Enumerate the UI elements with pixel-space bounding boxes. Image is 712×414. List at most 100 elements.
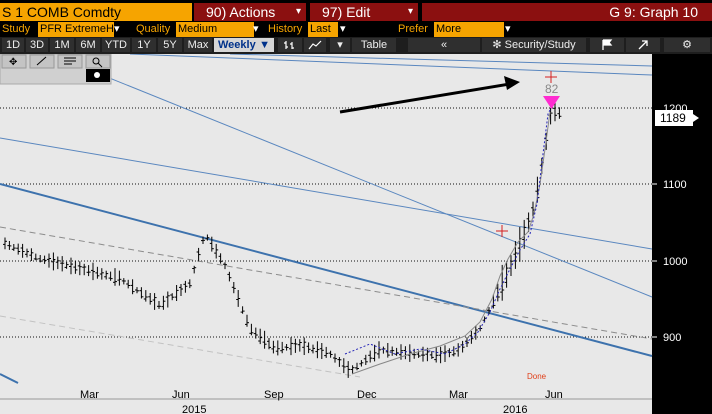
- exhaustion-marker-icon: [496, 225, 508, 237]
- quality-label: Quality: [136, 23, 171, 35]
- month-label: Sep: [264, 389, 284, 401]
- security-study-label: Security/Study: [504, 39, 576, 51]
- table-button[interactable]: Table: [352, 38, 396, 52]
- trendline: [0, 373, 19, 384]
- month-label: Dec: [357, 389, 377, 401]
- horizontal-gridlines: [0, 107, 652, 338]
- price-chart[interactable]: 82 Done 1200 1100 1000 900 1189 Mar Jun …: [0, 54, 712, 414]
- count-label: 82: [545, 82, 559, 96]
- chevron-down-icon: ▾: [407, 6, 413, 17]
- status-label: Done: [527, 372, 547, 381]
- chart-toolbar: 1D 3D 1M 6M YTD 1Y 5Y Max Weekly ▼ ▾ Tab…: [0, 37, 712, 54]
- study-settings-bar: Study PFR ExtremeHu ▾ Quality Medium ▾ H…: [0, 22, 712, 37]
- options-button[interactable]: ⚙: [664, 38, 710, 52]
- chevron-down-icon: ▾: [337, 39, 343, 51]
- dashed-trendline: [0, 315, 361, 378]
- price-tick-1000: 1000: [663, 256, 687, 268]
- ticker-field[interactable]: S 1 COMB Comdty: [0, 3, 192, 21]
- actions-button[interactable]: 90) Actions ▾: [194, 3, 306, 21]
- main-trendline: [0, 183, 653, 357]
- range-1y-button[interactable]: 1Y: [132, 38, 156, 52]
- range-1m-button[interactable]: 1M: [50, 38, 74, 52]
- expand-icon: [638, 40, 648, 50]
- chart-type-dropdown[interactable]: ▾: [330, 38, 350, 52]
- bar-style-button[interactable]: [278, 38, 302, 52]
- trendline: [129, 54, 653, 76]
- graph-title: G 9: Graph 10: [422, 3, 712, 21]
- chevron-down-icon[interactable]: ▾: [505, 23, 511, 35]
- study-select[interactable]: PFR ExtremeHu: [38, 22, 114, 37]
- ohlc-series: [3, 98, 562, 378]
- line-style-button[interactable]: [304, 38, 326, 52]
- chevron-down-icon[interactable]: ▾: [253, 23, 259, 35]
- line-chart-icon: [308, 40, 322, 50]
- time-axis: Mar Jun Sep Dec Mar Jun 2015 2016: [0, 389, 652, 414]
- scroll-back-button[interactable]: «: [408, 38, 480, 52]
- chevron-down-icon: ▼: [259, 39, 270, 51]
- range-1d-button[interactable]: 1D: [2, 38, 24, 52]
- chevron-down-icon[interactable]: ▾: [340, 23, 346, 35]
- title-bar: S 1 COMB Comdty 90) Actions ▾ 97) Edit ▾…: [0, 0, 712, 22]
- quality-select[interactable]: Medium: [176, 22, 254, 37]
- arrowhead-icon: [504, 76, 520, 90]
- month-label: Mar: [449, 389, 468, 401]
- chevron-down-icon: ▾: [295, 6, 301, 17]
- trendlines: [0, 54, 653, 384]
- magnifier-icon: [92, 57, 100, 65]
- range-5y-button[interactable]: 5Y: [158, 38, 182, 52]
- graph-title-label: G 9: Graph 10: [609, 4, 698, 20]
- bar-chart-icon: [284, 41, 294, 49]
- signal-curve: [344, 105, 553, 355]
- prefer-label: Prefer: [398, 23, 428, 35]
- edit-button[interactable]: 97) Edit ▾: [310, 3, 418, 21]
- last-price-pointer-icon: [693, 114, 699, 122]
- drawing-toolbar: ✥: [0, 54, 112, 85]
- range-3d-button[interactable]: 3D: [26, 38, 48, 52]
- range-ytd-button[interactable]: YTD: [102, 38, 130, 52]
- pencil-icon: [36, 56, 47, 66]
- prefer-select[interactable]: More: [434, 22, 504, 37]
- last-price-badge: [655, 110, 693, 126]
- settings-icon: ✻: [492, 39, 502, 51]
- signal-triangle-icon: [543, 96, 560, 109]
- year-label: 2016: [503, 404, 527, 414]
- move-tool[interactable]: [1, 54, 27, 69]
- lines-icon: [64, 57, 76, 65]
- range-max-button[interactable]: Max: [184, 38, 212, 52]
- trendline: [49, 54, 653, 298]
- price-tick-900: 900: [663, 332, 681, 344]
- edit-label: 97) Edit: [322, 4, 371, 20]
- study-label: Study: [2, 23, 31, 35]
- last-price-label: 1189: [660, 111, 686, 125]
- price-axis-panel: [652, 54, 712, 383]
- price-axis: 1200 1100 1000 900: [652, 103, 687, 344]
- month-label: Jun: [545, 389, 563, 401]
- draw-line-tool[interactable]: [29, 54, 55, 69]
- flag-icon: [602, 39, 613, 50]
- period-select[interactable]: Weekly ▼: [214, 38, 274, 52]
- month-label: Jun: [172, 389, 190, 401]
- arrow-annotation: [339, 82, 511, 114]
- trendline: [0, 137, 653, 250]
- history-select[interactable]: Last: [308, 22, 338, 37]
- zoom-tool[interactable]: [85, 54, 111, 69]
- dashed-trendline: [0, 226, 653, 340]
- flag-button[interactable]: [590, 38, 624, 52]
- chevron-down-icon[interactable]: ▾: [114, 23, 120, 35]
- move-icon: ✥: [9, 57, 17, 68]
- magnifier-handle: [97, 62, 103, 68]
- month-label: Mar: [80, 389, 99, 401]
- double-chevron-left-icon: «: [440, 39, 448, 51]
- gear-icon: ⚙: [682, 39, 692, 51]
- period-value: Weekly: [218, 39, 256, 51]
- security-study-button[interactable]: ✻ Security/Study: [482, 38, 586, 52]
- price-tick-1100: 1100: [663, 179, 687, 191]
- range-6m-button[interactable]: 6M: [76, 38, 100, 52]
- history-label: History: [268, 23, 303, 35]
- actions-label: 90) Actions: [206, 4, 276, 20]
- expand-button[interactable]: [626, 38, 660, 52]
- dot-icon: [94, 72, 100, 78]
- year-label: 2015: [182, 404, 206, 414]
- exhaustion-marker-icon: [545, 71, 557, 83]
- trendline: [229, 54, 653, 67]
